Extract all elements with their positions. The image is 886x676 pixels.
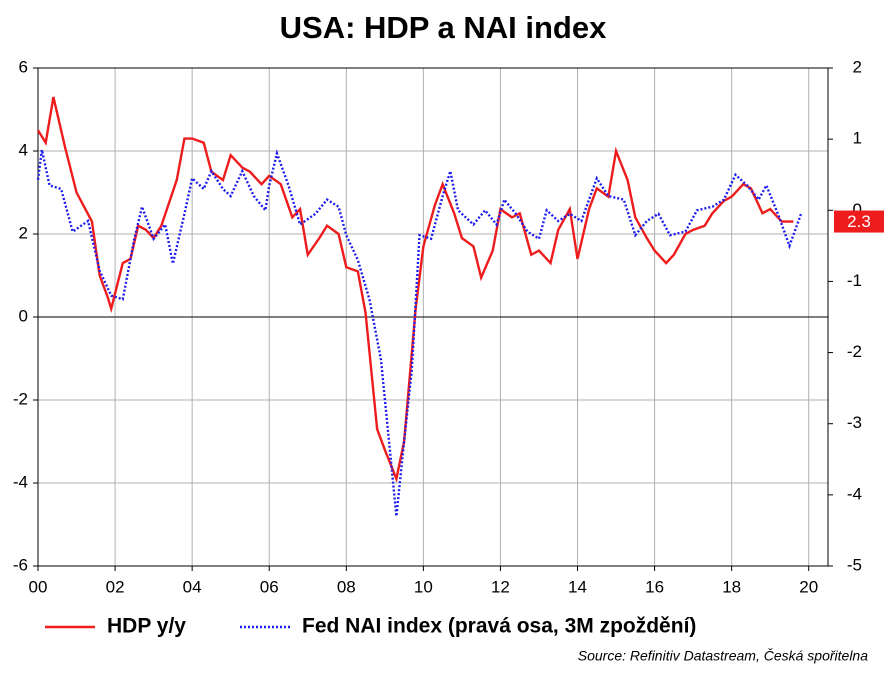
x-tick-label: 08 [337,577,356,596]
x-tick-label: 12 [491,577,510,596]
y-tick-label: 2 [19,223,28,242]
y-tick-label: 0 [19,306,28,325]
legend-label: HDP y/y [107,615,186,638]
y2-tick-label: -5 [847,555,862,574]
last-value-box [834,210,884,233]
y2-tick-label: -3 [847,413,862,432]
plot-frame [37,67,829,567]
last-value-label: 2.3 [847,212,871,231]
x-tick-label: 10 [414,577,433,596]
y-tick-label: -2 [13,389,28,408]
x-tick-label: 14 [568,577,587,596]
x-tick-label: 02 [106,577,125,596]
y-tick-label: -6 [13,555,28,574]
y-tick-label: 4 [19,140,28,159]
y2-tick-label: -4 [847,484,862,503]
source: Source: Refinitiv Datastream, Česká spoř… [578,648,868,664]
legend-label: Fed NAI index (pravá osa, 3M zpoždění) [302,615,696,638]
y-tick-label: 6 [19,57,28,76]
x-tick-label: 18 [722,577,741,596]
y2-tick-label: -2 [847,342,862,361]
x-tick-label: 16 [645,577,664,596]
series-line [36,96,794,484]
x-tick-label: 06 [260,577,279,596]
x-tick-label: 04 [183,577,202,596]
chart-title: USA: HDP a NAI index [280,10,607,45]
y2-tick-label: 1 [853,129,862,148]
y2-tick-label: 2 [853,57,862,76]
y-tick-label: -4 [13,472,28,491]
x-tick-label: 20 [799,577,818,596]
y2-tick-label: 0 [853,200,862,219]
y2-tick-label: -1 [847,271,862,290]
x-tick-label: 00 [29,577,48,596]
series-line [36,149,803,517]
